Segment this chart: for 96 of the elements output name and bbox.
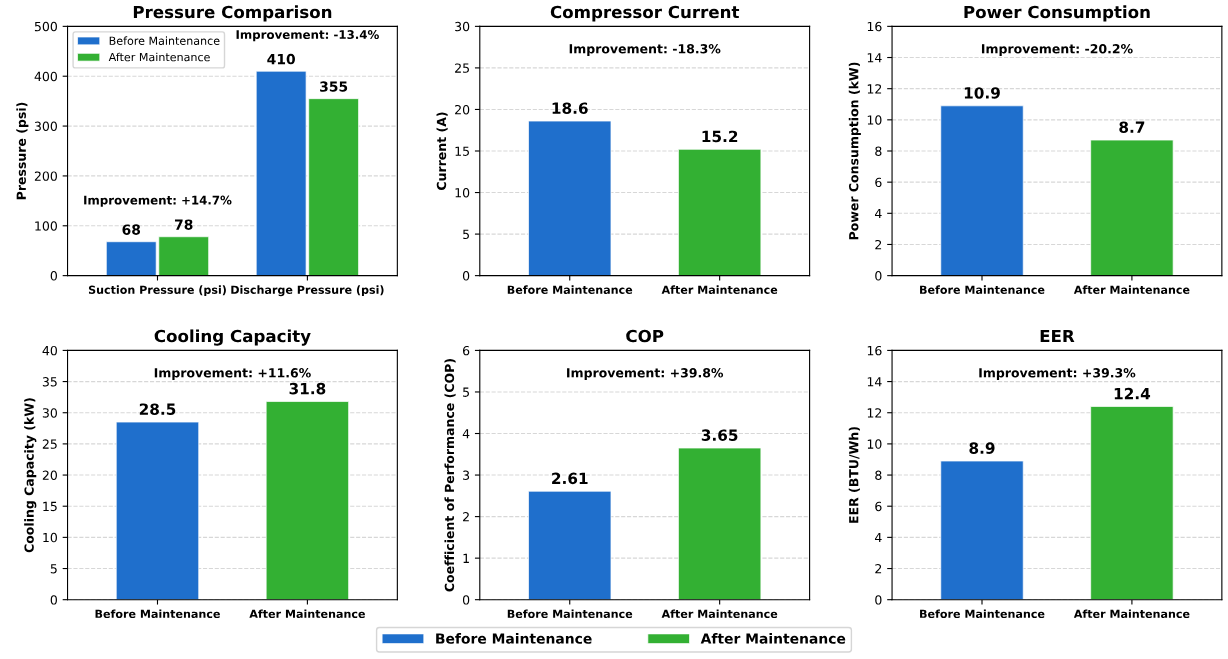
chart-title: Pressure Comparison <box>133 5 332 22</box>
data-label: 12.4 <box>1114 387 1151 400</box>
y-tick-label: 2 <box>875 564 882 574</box>
data-label: 68 <box>122 224 141 235</box>
y-axis-title: Current (A) <box>436 112 448 190</box>
y-tick-label: 10 <box>455 188 470 198</box>
y-tick-label: 0 <box>875 271 882 281</box>
y-tick-label: 12 <box>867 408 882 418</box>
annotation: Improvement: -20.2% <box>981 44 1133 56</box>
y-axis-title: Coefficient of Performance (COP) <box>444 359 456 592</box>
chart-title: Cooling Capacity <box>154 329 311 346</box>
x-tick-label: Before Maintenance <box>95 609 220 619</box>
x-tick-label: Before Maintenance <box>507 609 633 619</box>
y-tick-label: 6 <box>875 177 882 188</box>
x-tick-label: Discharge Pressure (psi) <box>231 285 384 297</box>
y-tick-label: 6 <box>875 501 882 512</box>
y-tick-label: 40 <box>42 345 57 356</box>
y-tick-label: 400 <box>34 71 57 82</box>
y-tick-label: 5 <box>50 564 57 574</box>
chart-title: COP <box>626 329 664 343</box>
chart-title: Compressor Current <box>550 5 740 22</box>
data-label: 8.7 <box>1119 121 1145 133</box>
y-tick-label: 200 <box>34 171 57 181</box>
data-label: 410 <box>267 53 295 65</box>
y-axis-title: Power Consumption (kW) <box>848 62 861 240</box>
y-axis-title: Pressure (psi) <box>16 102 29 200</box>
y-tick-label: 10 <box>43 532 57 543</box>
y-tick-label: 8 <box>875 470 882 480</box>
x-tick-label: Before Maintenance <box>920 609 1045 619</box>
y-tick-label: 5 <box>463 229 469 240</box>
legend-label: Before Maintenance <box>109 36 220 45</box>
y-tick-label: 30 <box>455 21 470 32</box>
y-tick-label: 14 <box>867 377 882 387</box>
x-tick-label: After Maintenance <box>1073 609 1190 619</box>
y-tick-label: 2 <box>463 512 469 522</box>
y-tick-label: 2 <box>875 239 882 250</box>
y-tick-label: 16 <box>867 345 882 356</box>
annotation: Improvement: +39.8% <box>567 368 724 380</box>
data-label: 18.6 <box>552 102 588 114</box>
y-tick-label: 35 <box>42 377 57 387</box>
y-tick-label: 100 <box>35 221 57 231</box>
y-tick-label: 6 <box>462 345 470 356</box>
y-axis-title: Cooling Capacity (kW) <box>24 398 37 553</box>
y-tick-label: 1 <box>463 553 469 563</box>
x-tick-label: Before Maintenance <box>920 285 1045 294</box>
data-label: 78 <box>174 219 193 230</box>
y-tick-label: 25 <box>455 63 469 73</box>
x-tick-label: After Maintenance <box>1073 285 1190 294</box>
x-tick-label: After Maintenance <box>661 609 778 619</box>
x-tick-label: After Maintenance <box>249 609 365 619</box>
data-label: 2.61 <box>552 472 588 485</box>
annotation: Improvement: +39.3% <box>979 368 1136 380</box>
x-tick-label: Before Maintenance <box>507 285 633 294</box>
y-tick-label: 0 <box>50 271 57 281</box>
x-tick-label: Suction Pressure (psi) <box>88 285 226 297</box>
y-tick-label: 3 <box>463 470 470 480</box>
y-tick-label: 5 <box>463 387 469 397</box>
y-tick-label: 20 <box>42 470 57 480</box>
data-label: 28.5 <box>139 403 176 415</box>
annotation: Improvement: +11.6% <box>154 368 311 380</box>
annotation: Improvement: -18.3% <box>569 44 721 56</box>
data-label: 355 <box>320 81 348 92</box>
y-tick-label: 20 <box>455 104 470 115</box>
y-tick-label: 0 <box>50 595 57 605</box>
y-tick-label: 300 <box>34 121 57 131</box>
y-tick-label: 15 <box>43 501 57 512</box>
legend-label: After Maintenance <box>108 52 210 62</box>
y-tick-label: 8 <box>875 146 882 156</box>
y-tick-label: 14 <box>867 53 882 63</box>
x-tick-label: After Maintenance <box>661 285 778 294</box>
data-label: 3.65 <box>701 429 738 441</box>
y-tick-label: 4 <box>462 429 470 439</box>
y-tick-label: 16 <box>867 21 882 32</box>
y-tick-label: 4 <box>874 208 882 219</box>
y-tick-label: 0 <box>462 595 470 605</box>
y-tick-label: 0 <box>875 595 882 605</box>
y-tick-label: 30 <box>42 408 57 418</box>
y-tick-label: 10 <box>867 439 882 449</box>
y-tick-label: 10 <box>867 115 882 125</box>
y-tick-label: 4 <box>874 533 882 543</box>
legend-label: After Maintenance <box>700 633 846 644</box>
chart-title: Power Consumption <box>964 5 1150 22</box>
y-tick-label: 25 <box>42 439 57 449</box>
y-tick-label: 12 <box>867 84 882 94</box>
y-tick-label: 0 <box>462 271 470 281</box>
data-label: 8.9 <box>969 442 995 454</box>
y-tick-label: 500 <box>34 21 57 32</box>
data-label: 10.9 <box>964 87 1000 99</box>
data-label: 31.8 <box>289 382 326 395</box>
y-tick-label: 15 <box>455 146 469 156</box>
data-label: 15.2 <box>702 130 738 143</box>
chart-title: EER <box>1040 329 1075 343</box>
legend-label: Before Maintenance <box>436 633 592 644</box>
annotation: Improvement: +14.7% <box>84 195 232 207</box>
annotation: Improvement: -13.4% <box>236 30 379 42</box>
y-axis-title: EER (BTU/Wh) <box>848 427 860 523</box>
